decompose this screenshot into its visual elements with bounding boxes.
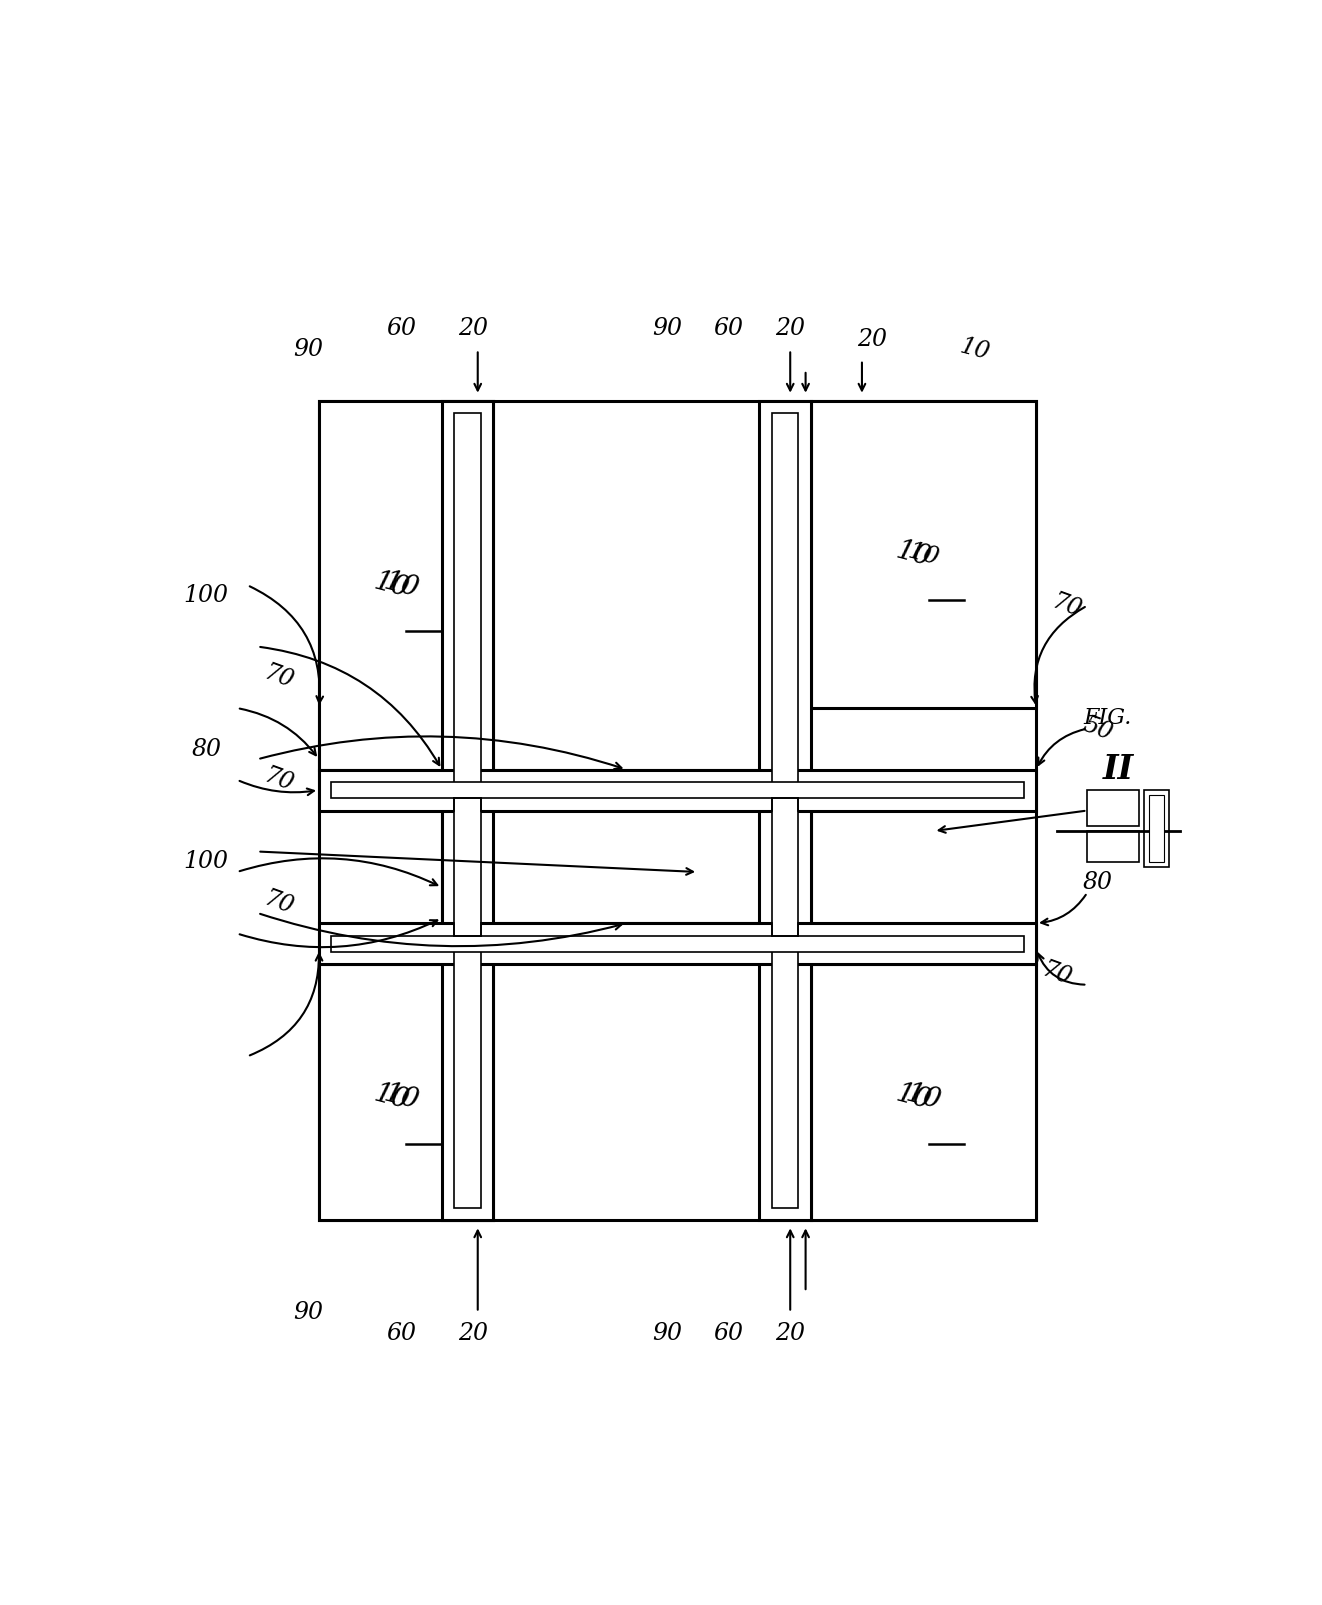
Text: 20: 20 xyxy=(775,318,805,340)
Text: 90: 90 xyxy=(652,318,682,340)
Bar xyxy=(319,923,1036,965)
Bar xyxy=(772,412,798,1209)
Bar xyxy=(1087,831,1138,862)
Text: II: II xyxy=(1103,753,1134,786)
Text: FIG.: FIG. xyxy=(1084,708,1132,729)
Text: 10: 10 xyxy=(957,334,992,364)
Text: 70: 70 xyxy=(260,661,296,693)
Text: 100: 100 xyxy=(184,851,229,873)
Bar xyxy=(442,769,810,923)
Text: 90: 90 xyxy=(293,1302,324,1324)
Text: 10: 10 xyxy=(892,536,933,571)
Bar xyxy=(332,936,1023,952)
Text: 20: 20 xyxy=(457,318,488,340)
Text: 10: 10 xyxy=(892,1080,933,1115)
Text: 10: 10 xyxy=(370,1080,411,1115)
Text: 90: 90 xyxy=(652,1321,682,1345)
Text: 10: 10 xyxy=(370,568,411,603)
Text: 80: 80 xyxy=(192,738,221,761)
Text: 20: 20 xyxy=(775,1321,805,1345)
Bar xyxy=(319,965,493,1220)
Bar xyxy=(810,965,1036,1220)
Bar xyxy=(759,401,810,1220)
Text: 80: 80 xyxy=(1083,872,1113,894)
Text: 70: 70 xyxy=(260,888,296,918)
Bar xyxy=(810,401,1036,708)
Text: 60: 60 xyxy=(386,1321,416,1345)
Bar xyxy=(319,769,1036,811)
Bar xyxy=(1087,790,1138,827)
Text: 70: 70 xyxy=(260,764,296,796)
Text: 60: 60 xyxy=(386,318,416,340)
Bar xyxy=(455,412,481,1209)
Text: 60: 60 xyxy=(714,1321,744,1345)
Text: 10: 10 xyxy=(381,1080,422,1115)
Bar xyxy=(319,401,493,769)
Text: 20: 20 xyxy=(457,1321,488,1345)
Text: 50: 50 xyxy=(1080,713,1116,745)
Text: 10: 10 xyxy=(903,1080,944,1115)
Text: 10: 10 xyxy=(906,539,941,570)
Text: 70: 70 xyxy=(1048,589,1085,621)
Bar xyxy=(1144,790,1169,867)
Text: 20: 20 xyxy=(857,327,887,351)
Text: 10: 10 xyxy=(381,568,422,603)
Bar xyxy=(319,401,1036,1220)
Text: 90: 90 xyxy=(293,339,324,361)
Bar xyxy=(332,782,1023,798)
Text: 100: 100 xyxy=(184,584,229,607)
Bar xyxy=(442,401,493,1220)
Bar xyxy=(1149,794,1165,862)
Text: 60: 60 xyxy=(714,318,744,340)
Text: 70: 70 xyxy=(1039,958,1075,990)
